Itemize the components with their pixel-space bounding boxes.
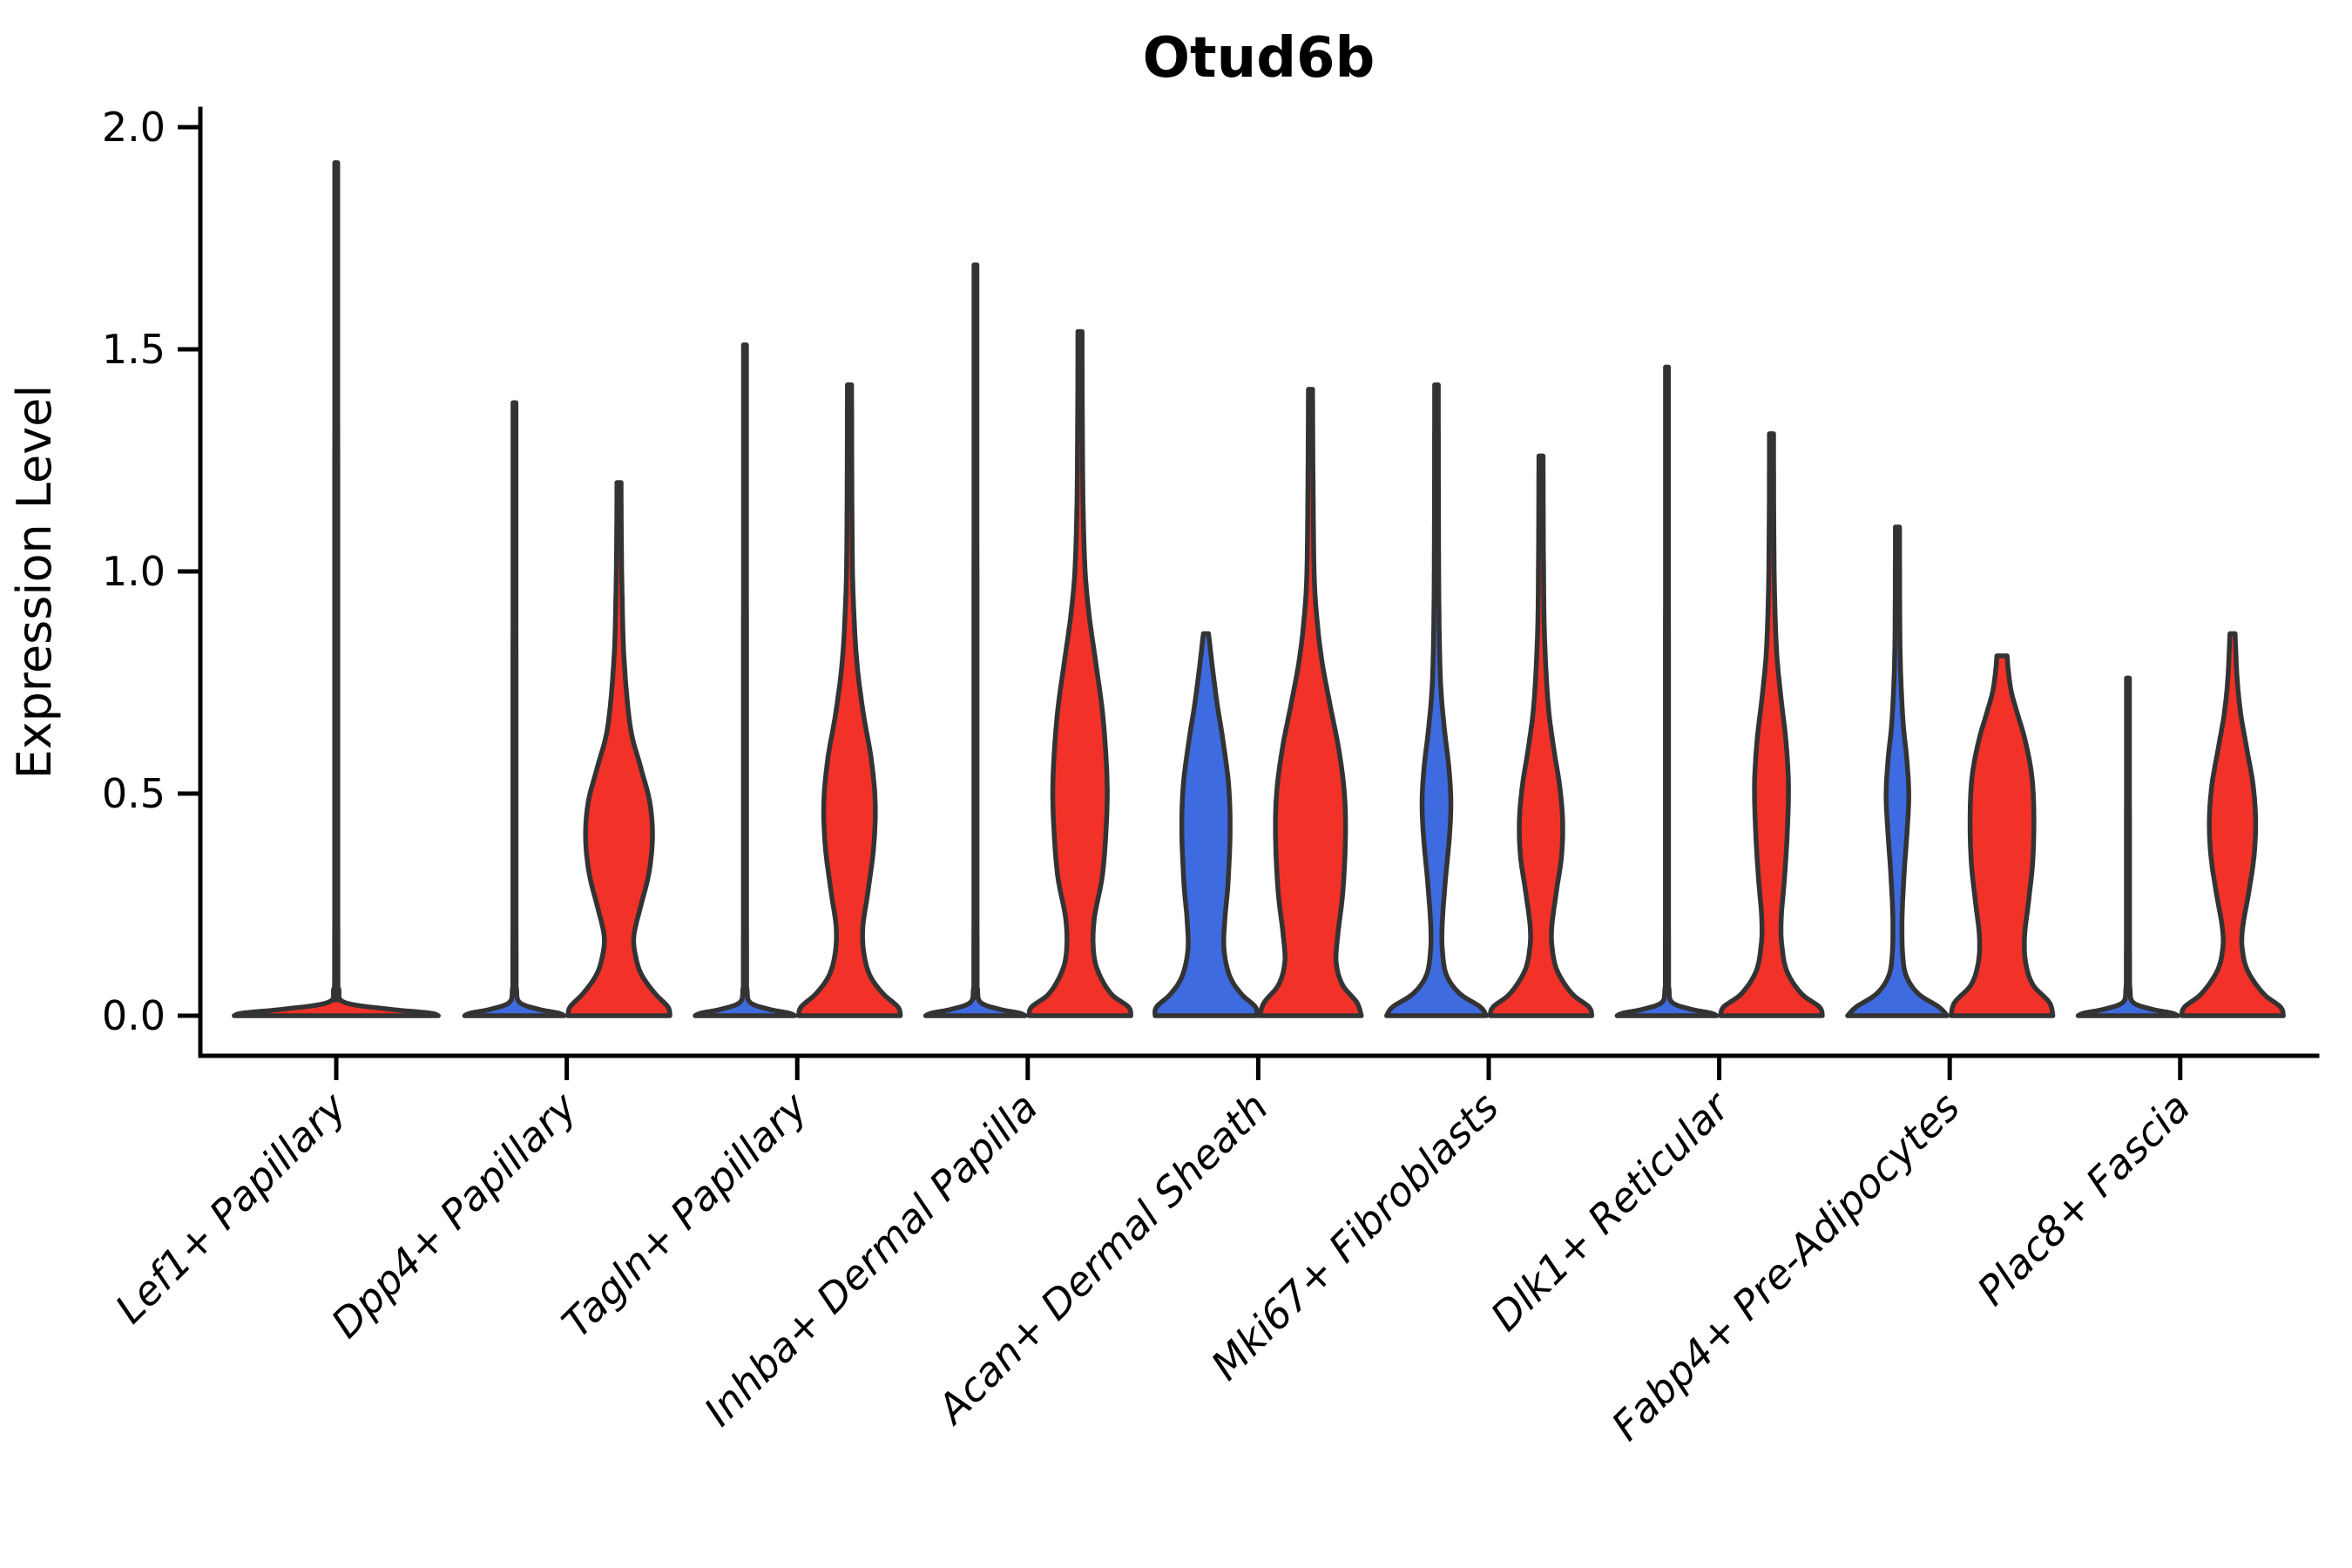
x-tick-label: Dlk1+ Reticular bbox=[1482, 1081, 1740, 1340]
y-tick-label: 0.5 bbox=[102, 770, 166, 817]
violin-mki67-fibroblasts-blue bbox=[1384, 382, 1489, 1018]
violin-dpp4-papillary-blue bbox=[462, 400, 567, 1018]
violin-tagln-papillary-red bbox=[796, 382, 903, 1018]
violin-dlk1-reticular-blue bbox=[1614, 364, 1720, 1018]
violin-plac8-fascia-blue bbox=[2075, 675, 2180, 1018]
y-tick-label: 0.0 bbox=[102, 992, 166, 1039]
violin-acan-dermal-sheath-blue bbox=[1152, 631, 1260, 1018]
violin-mki67-fibroblasts-red bbox=[1487, 453, 1595, 1018]
violin-dlk1-reticular-red bbox=[1718, 431, 1825, 1018]
violin-inhba-dermal-papilla-blue bbox=[923, 262, 1028, 1018]
violin-inhba-dermal-papilla-red bbox=[1026, 328, 1133, 1018]
violin-plac8-fascia-red bbox=[2179, 631, 2286, 1018]
plot-title: Otud6b bbox=[1143, 26, 1375, 91]
violin-lef1-papillary-single bbox=[232, 160, 441, 1018]
x-tick-label: Tagln+ Papillary bbox=[553, 1083, 817, 1347]
y-tick-label: 1.5 bbox=[102, 326, 166, 373]
x-tick-label: Dpp4+ Papillary bbox=[322, 1083, 586, 1347]
x-tick-label: Lef1+ Papillary bbox=[106, 1083, 355, 1332]
violin-fabp4-pre-adipocytes-blue bbox=[1845, 524, 1950, 1018]
y-tick-label: 1.0 bbox=[102, 548, 166, 595]
y-tick-label: 2.0 bbox=[102, 104, 166, 151]
violin-tagln-papillary-blue bbox=[693, 342, 798, 1018]
y-axis-label: Expression Level bbox=[7, 385, 62, 780]
x-tick-label: Plac8+ Fascia bbox=[1968, 1084, 2199, 1315]
violin-acan-dermal-sheath-red bbox=[1257, 387, 1364, 1018]
violin-dpp4-papillary-red bbox=[565, 480, 672, 1018]
violins-layer bbox=[232, 160, 2286, 1018]
violin-fabp4-pre-adipocytes-red bbox=[1949, 653, 2056, 1018]
